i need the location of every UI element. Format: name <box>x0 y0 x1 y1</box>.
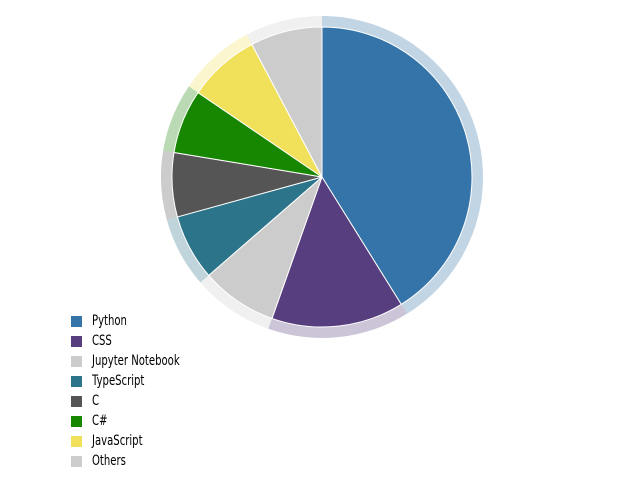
legend-label: CSS <box>92 333 112 349</box>
legend-label: C <box>92 393 100 409</box>
legend-label: Python <box>92 313 127 329</box>
legend-label: C# <box>92 413 108 429</box>
legend-item-c[interactable]: C# <box>71 411 214 431</box>
pie-slice-css[interactable] <box>271 176 402 328</box>
pie-slices-group <box>171 26 473 328</box>
legend-swatch <box>71 355 82 367</box>
legend-label: TypeScript <box>92 373 145 389</box>
legend-item-javascript[interactable]: JavaScript <box>71 431 214 451</box>
legend-swatch <box>71 415 82 427</box>
legend-swatch <box>71 395 82 407</box>
legend-item-python[interactable]: Python <box>71 311 214 331</box>
legend-label: JavaScript <box>92 433 143 449</box>
legend-label: Jupyter Notebook <box>92 353 180 369</box>
legend-item-c[interactable]: C <box>71 391 214 411</box>
legend-swatch <box>71 335 82 347</box>
legend-swatch <box>71 375 82 387</box>
legend-label: Others <box>92 453 126 469</box>
legend-item-typescript[interactable]: TypeScript <box>71 371 214 391</box>
legend-item-jupyter-notebook[interactable]: Jupyter Notebook <box>71 351 214 371</box>
legend-swatch <box>71 435 82 447</box>
chart-legend: Python CSS Jupyter Notebook TypeScript C C# Ja… <box>71 311 214 471</box>
legend-swatch <box>71 315 82 327</box>
legend-item-others[interactable]: Others <box>71 451 214 471</box>
legend-swatch <box>71 455 82 467</box>
pie-slice-others[interactable] <box>251 26 323 178</box>
pie-slice-python[interactable] <box>321 26 473 305</box>
legend-item-css[interactable]: CSS <box>71 331 214 351</box>
